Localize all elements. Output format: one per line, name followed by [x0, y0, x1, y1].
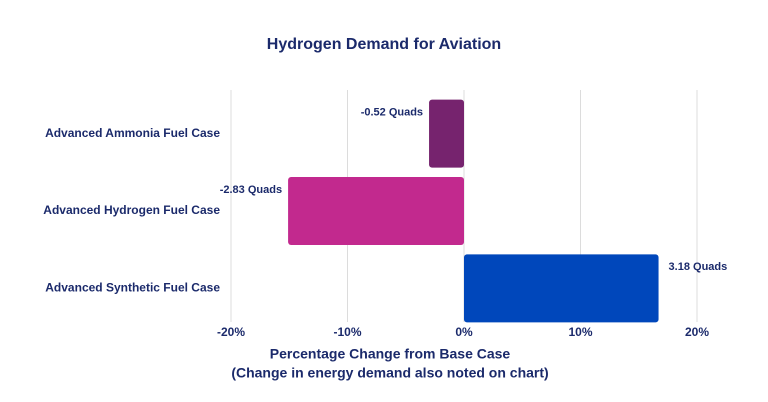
x-tick-label: 0%: [455, 325, 473, 339]
bar: [464, 254, 659, 323]
x-tick-label: 10%: [568, 325, 592, 339]
chart-title: Hydrogen Demand for Aviation: [267, 36, 501, 53]
x-tick-label: -10%: [333, 325, 361, 339]
y-tick-label: Advanced Ammonia Fuel Case: [45, 126, 220, 140]
x-tick-label: 20%: [685, 325, 709, 339]
y-tick-label: Advanced Synthetic Fuel Case: [45, 281, 220, 295]
data-annotation: -0.52 Quads: [361, 107, 423, 119]
x-axis-title: Percentage Change from Base Case: [270, 346, 511, 362]
data-annotation: -2.83 Quads: [220, 184, 282, 196]
bar: [288, 177, 464, 245]
y-tick-label: Advanced Hydrogen Fuel Case: [43, 203, 220, 217]
x-axis-note: (Change in energy demand also noted on c…: [231, 365, 548, 381]
bar: [429, 99, 464, 168]
data-annotation: 3.18 Quads: [669, 261, 728, 273]
x-tick-label: -20%: [217, 325, 245, 339]
